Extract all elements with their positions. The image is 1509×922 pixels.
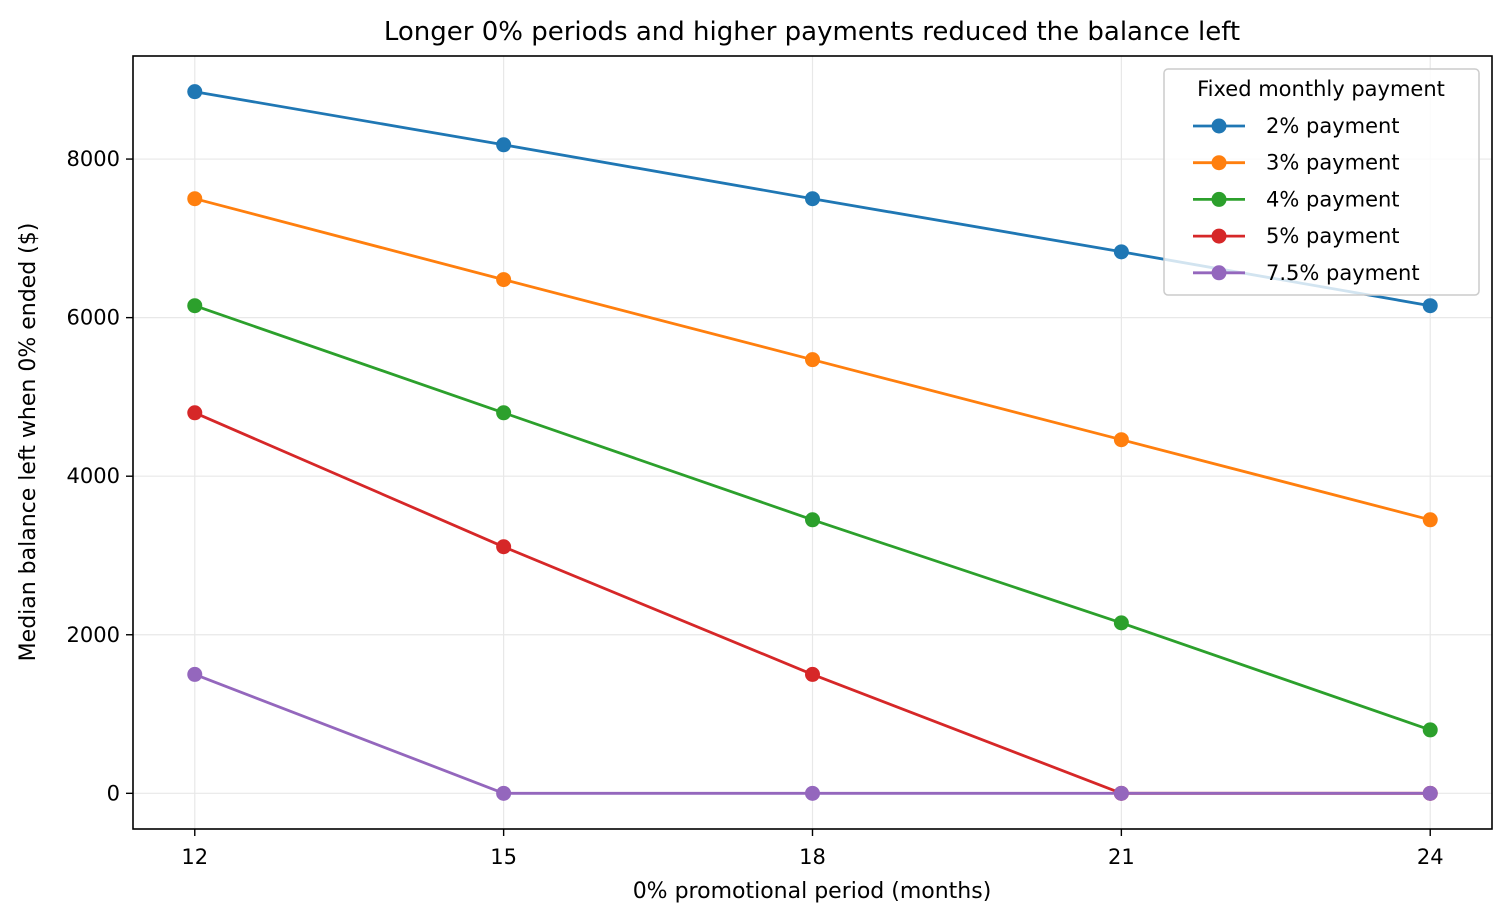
y-tick-label: 4000 xyxy=(67,464,120,488)
data-point xyxy=(496,137,512,153)
data-point xyxy=(496,785,512,801)
x-axis-label: 0% promotional period (months) xyxy=(633,879,992,904)
legend-marker xyxy=(1211,118,1227,134)
x-tick-label: 24 xyxy=(1417,845,1444,869)
legend-label: 4% payment xyxy=(1266,187,1400,211)
data-point xyxy=(1113,244,1129,260)
data-point xyxy=(187,666,203,682)
legend-item: 3% payment xyxy=(1193,151,1400,175)
legend-item: 5% payment xyxy=(1193,224,1400,248)
data-point xyxy=(805,666,820,682)
legend-label: 5% payment xyxy=(1266,224,1400,248)
legend-label: 3% payment xyxy=(1266,151,1400,175)
data-point xyxy=(496,405,512,421)
data-point xyxy=(1113,615,1129,631)
series-5 xyxy=(187,666,1438,801)
x-tick-label: 18 xyxy=(799,845,826,869)
data-point xyxy=(1422,298,1438,314)
x-axis-ticks: 12 15 18 21 24 xyxy=(181,829,1444,869)
data-point xyxy=(1422,512,1438,528)
data-point xyxy=(805,512,820,528)
data-point xyxy=(187,84,203,100)
legend-marker xyxy=(1211,191,1227,207)
legend-marker xyxy=(1211,155,1227,171)
y-tick-label: 6000 xyxy=(67,306,120,330)
legend-marker xyxy=(1211,265,1227,281)
series-2 xyxy=(187,191,1438,528)
y-tick-label: 8000 xyxy=(67,147,120,171)
legend-item: 7.5% payment xyxy=(1193,261,1420,285)
legend-items: 2% payment 3% payment 4% payment 5% payment… xyxy=(1193,114,1420,285)
y-tick-label: 2000 xyxy=(67,623,120,647)
legend-label: 7.5% payment xyxy=(1266,261,1420,285)
data-point xyxy=(187,405,203,421)
data-point xyxy=(496,539,512,555)
y-axis-ticks: 0 2000 4000 6000 8000 xyxy=(67,147,133,805)
x-tick-label: 21 xyxy=(1108,845,1135,869)
legend: Fixed monthly payment 2% payment 3% payme… xyxy=(1163,68,1480,296)
data-point xyxy=(187,298,203,314)
data-point xyxy=(805,785,820,801)
data-point xyxy=(1422,785,1438,801)
y-tick-label: 0 xyxy=(107,781,120,805)
data-point xyxy=(187,191,203,207)
data-point xyxy=(1113,432,1129,448)
legend-label: 2% payment xyxy=(1266,114,1400,138)
series-3 xyxy=(187,298,1438,738)
data-point xyxy=(1113,785,1129,801)
chart-title: Longer 0% periods and higher payments re… xyxy=(384,17,1240,47)
data-point xyxy=(1422,722,1438,738)
legend-title: Fixed monthly payment xyxy=(1197,77,1445,101)
x-tick-label: 12 xyxy=(181,845,208,869)
legend-item: 4% payment xyxy=(1193,187,1400,211)
legend-marker xyxy=(1211,228,1227,244)
y-axis-label: Median balance left when 0% ended ($) xyxy=(16,223,41,662)
data-point xyxy=(496,272,512,288)
data-point xyxy=(805,191,820,207)
data-point xyxy=(805,352,820,368)
x-tick-label: 15 xyxy=(490,845,517,869)
legend-item: 2% payment xyxy=(1193,114,1400,138)
